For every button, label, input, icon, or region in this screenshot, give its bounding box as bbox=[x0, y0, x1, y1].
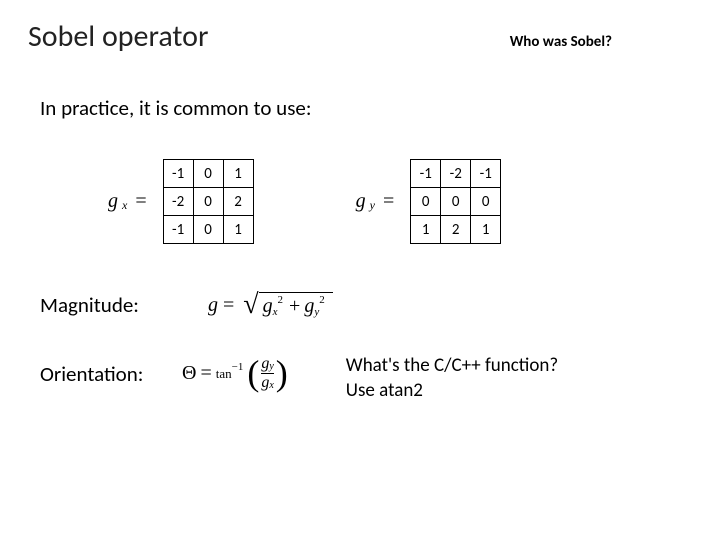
gx-cell: 2 bbox=[223, 188, 253, 216]
mag-gx-sup: 2 bbox=[278, 294, 284, 306]
gx-cell: -2 bbox=[163, 188, 193, 216]
gy-cell: 1 bbox=[411, 216, 441, 244]
gx-sub: x bbox=[122, 198, 127, 213]
gx-cell: 1 bbox=[223, 216, 253, 244]
frac-den: gx bbox=[261, 375, 273, 391]
magnitude-formula: g = √ gx2 + gy2 bbox=[208, 292, 333, 318]
mag-plus: + bbox=[289, 295, 300, 318]
gx-cell: 0 bbox=[193, 188, 223, 216]
gx-g: g bbox=[108, 190, 118, 213]
frac-num: gy bbox=[261, 356, 273, 372]
gy-sub: y bbox=[370, 198, 375, 213]
side-note-line1: What's the C/C++ function? bbox=[346, 354, 558, 379]
table-row: -2 0 2 bbox=[163, 188, 253, 216]
mag-gy-sup: 2 bbox=[319, 294, 325, 306]
gx-cell: -1 bbox=[163, 160, 193, 188]
gy-cell: -2 bbox=[441, 160, 471, 188]
gy-equals: = bbox=[383, 190, 394, 213]
or-fn: tan bbox=[216, 366, 232, 382]
header-row: Sobel operator Who was Sobel? bbox=[28, 18, 692, 55]
orientation-left: Orientation: Θ = tan−1 ( gy gx ) bbox=[40, 356, 288, 391]
slide-title: Sobel operator bbox=[28, 18, 208, 55]
gy-cell: -1 bbox=[471, 160, 501, 188]
gy-cell: 0 bbox=[471, 188, 501, 216]
kernels-row: gx = -1 0 1 -2 0 2 -1 0 1 gy = bbox=[108, 159, 692, 244]
side-note: What's the C/C++ function? Use atan2 bbox=[346, 354, 558, 403]
gx-symbol: gx = bbox=[108, 190, 151, 213]
gy-symbol: gy = bbox=[356, 190, 399, 213]
orientation-row: Orientation: Θ = tan−1 ( gy gx ) What's … bbox=[40, 356, 692, 403]
who-question: Who was Sobel? bbox=[510, 33, 612, 51]
gx-cell: 1 bbox=[223, 160, 253, 188]
gy-cell: 0 bbox=[441, 188, 471, 216]
under-root: gx2 + gy2 bbox=[259, 292, 333, 318]
or-fn-sup: −1 bbox=[232, 361, 244, 373]
mag-equals: = bbox=[223, 294, 234, 317]
orientation-formula: Θ = tan−1 ( gy gx ) bbox=[182, 356, 288, 391]
left-paren-icon: ( bbox=[247, 358, 259, 388]
right-paren-icon: ) bbox=[276, 358, 288, 388]
gy-cell: -1 bbox=[411, 160, 441, 188]
sqrt-wrap: √ gx2 + gy2 bbox=[243, 292, 332, 318]
mag-gx-base: g bbox=[263, 295, 273, 318]
orientation-label: Orientation: bbox=[40, 361, 180, 387]
table-row: 1 2 1 bbox=[411, 216, 501, 244]
gy-cell: 1 bbox=[471, 216, 501, 244]
table-row: -1 0 1 bbox=[163, 160, 253, 188]
num-sub: y bbox=[269, 359, 273, 375]
gx-cell: 0 bbox=[193, 216, 223, 244]
gx-cell: -1 bbox=[163, 216, 193, 244]
table-row: -1 -2 -1 bbox=[411, 160, 501, 188]
mag-gx-sub: x bbox=[273, 306, 278, 318]
mag-gy-base: g bbox=[304, 295, 314, 318]
magnitude-row: Magnitude: g = √ gx2 + gy2 bbox=[40, 292, 692, 318]
gy-cell: 0 bbox=[411, 188, 441, 216]
paren-group: ( gy gx ) bbox=[247, 356, 287, 391]
mag-g: g bbox=[208, 294, 218, 317]
table-row: -1 0 1 bbox=[163, 216, 253, 244]
subtitle: In practice, it is common to use: bbox=[40, 95, 692, 121]
or-equals: = bbox=[200, 362, 211, 385]
gy-g: g bbox=[356, 190, 366, 213]
fraction: gy gx bbox=[261, 356, 273, 391]
mag-gy-sub: y bbox=[314, 306, 319, 318]
den-sub: x bbox=[269, 378, 273, 394]
gx-cell: 0 bbox=[193, 160, 223, 188]
theta: Θ bbox=[182, 362, 196, 385]
table-row: 0 0 0 bbox=[411, 188, 501, 216]
side-note-line2: Use atan2 bbox=[346, 379, 558, 404]
magnitude-label: Magnitude: bbox=[40, 292, 180, 318]
gx-equals: = bbox=[135, 190, 146, 213]
gx-kernel-table: -1 0 1 -2 0 2 -1 0 1 bbox=[163, 159, 254, 244]
gy-kernel-table: -1 -2 -1 0 0 0 1 2 1 bbox=[410, 159, 501, 244]
gy-cell: 2 bbox=[441, 216, 471, 244]
radical-icon: √ bbox=[243, 294, 258, 320]
